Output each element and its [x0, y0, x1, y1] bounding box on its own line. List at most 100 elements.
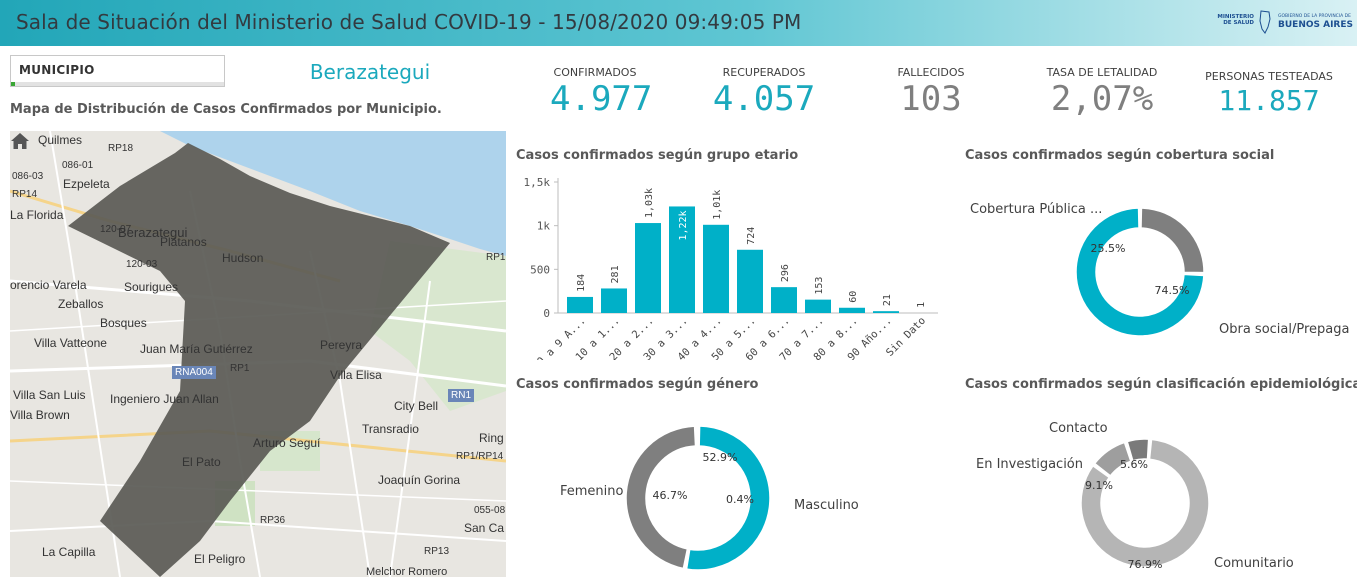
- kpi-recuperados: RECUPERADOS 4.057: [712, 66, 816, 119]
- bar: [805, 299, 831, 313]
- bar-value-label: 1,01k: [712, 190, 723, 220]
- map-road: RP36: [260, 515, 286, 526]
- header-bar: Sala de Situación del Ministerio de Salu…: [0, 0, 1357, 46]
- kpi-personas-testeadas: PERSONAS TESTEADAS 11.857: [1204, 70, 1334, 119]
- map-title: Mapa de Distribución de Casos Confirmado…: [10, 102, 442, 117]
- gender-legend-masculino: Masculino: [794, 498, 859, 513]
- map-place: 086-03: [12, 171, 44, 182]
- map-place: Juan María Gutiérrez: [140, 342, 253, 356]
- bar: [703, 224, 729, 313]
- kpi-label: CONFIRMADOS: [553, 66, 637, 79]
- bar-value-label: 184: [576, 274, 587, 292]
- kpi-value: 4.057: [712, 79, 816, 119]
- bar: [635, 223, 661, 313]
- kpi-value: 2,07%: [1050, 79, 1154, 119]
- kpi-fallecidos: FALLECIDOS 103: [886, 66, 976, 119]
- donut-slice: [1093, 441, 1132, 477]
- river-water: [160, 131, 506, 256]
- donut-slice: [625, 425, 697, 570]
- bar-value-label: 21: [882, 294, 893, 306]
- map-place: 086-01: [62, 160, 94, 171]
- map-place: RP14: [12, 189, 38, 200]
- selected-municipio-overlay[interactable]: [68, 143, 450, 577]
- bar: [873, 311, 899, 313]
- map-place: Arturo Seguí: [253, 436, 321, 450]
- donut-percent-label: 5.6%: [1120, 458, 1148, 471]
- donut-slice: [1075, 207, 1205, 337]
- filter-selection-bar: [11, 82, 224, 86]
- y-tick-label: 1,5k: [524, 176, 551, 189]
- map-place: City Bell: [394, 399, 439, 413]
- map-place: Hudson: [222, 251, 264, 265]
- map-place: orencio Varela: [10, 278, 87, 292]
- map-place: Quilmes: [38, 133, 83, 147]
- province-map-icon: [1259, 10, 1271, 34]
- map-place: El Pato: [182, 455, 221, 469]
- ministry-logo: MINISTERIO DE SALUD GOBIERNO DE LA PROVI…: [1208, 6, 1353, 38]
- page-title: Sala de Situación del Ministerio de Salu…: [16, 10, 802, 34]
- donut-slice: [1140, 207, 1205, 274]
- bar: [669, 206, 695, 313]
- kpi-tasa-letalidad: TASA DE LETALIDAD 2,07%: [1040, 66, 1164, 119]
- map-place: San Ca: [464, 521, 505, 535]
- donut-percent-label: 46.7%: [653, 489, 688, 502]
- map-place: Transradio: [362, 422, 419, 436]
- route-shield: RN1: [448, 389, 475, 402]
- municipio-filter[interactable]: MUNICIPIO: [10, 55, 225, 87]
- gender-donut-chart[interactable]: 52.9% 46.7% 0.4%: [620, 418, 790, 577]
- bar-value-label: 296: [780, 264, 791, 282]
- logo-ministerio-text: MINISTERIO DE SALUD: [1217, 14, 1254, 26]
- donut-slice: [1080, 438, 1210, 568]
- home-icon[interactable]: [10, 131, 30, 151]
- bar-value-label: 1,03k: [644, 188, 655, 218]
- kpi-label: FALLECIDOS: [897, 66, 965, 79]
- y-tick-label: 1k: [537, 220, 551, 233]
- bar-value-label: 60: [848, 291, 859, 303]
- epi-chart-title: Casos confirmados según clasificación ep…: [965, 377, 1357, 392]
- y-tick-label: 500: [530, 263, 550, 276]
- epi-legend-comunitario: Comunitario: [1214, 556, 1294, 571]
- coverage-legend-publica: Cobertura Pública ...: [970, 202, 1103, 217]
- map-base: [10, 131, 506, 577]
- donut-percent-label: 52.9%: [703, 451, 738, 464]
- map-place: 120-03: [126, 259, 158, 270]
- kpi-value: 11.857: [1218, 84, 1320, 117]
- map-place: Sourigues: [124, 280, 179, 294]
- gender-chart-title: Casos confirmados según género: [516, 377, 759, 392]
- donut-percent-label: 0.4%: [726, 493, 754, 506]
- map-place: Plátanos: [160, 235, 207, 249]
- map-place: La Florida: [10, 208, 64, 222]
- bar: [839, 307, 865, 313]
- epi-donut-chart[interactable]: 76.9% 9.1% 5.6%: [1070, 418, 1215, 577]
- map-place: Ezpeleta: [63, 177, 110, 191]
- municipio-filter-label: MUNICIPIO: [19, 63, 95, 77]
- map-place: Villa San Luis: [13, 388, 86, 402]
- epi-legend-contacto: Contacto: [1049, 421, 1108, 436]
- coverage-legend-obra-social: Obra social/Prepaga: [1219, 322, 1350, 337]
- kpi-confirmados: CONFIRMADOS 4.977: [550, 66, 652, 119]
- coverage-donut-chart[interactable]: 25.5% 74.5%: [1070, 187, 1210, 357]
- route-shield: RNA004: [172, 366, 216, 379]
- map-place: Villa Brown: [10, 408, 70, 422]
- donut-percent-label: 25.5%: [1091, 242, 1126, 255]
- bar: [737, 249, 763, 313]
- bar-value-label: 153: [814, 277, 825, 295]
- kpi-value: 103: [900, 79, 962, 119]
- municipio-map[interactable]: Quilmes RP18 086-01 086-03 Ezpeleta RP14…: [10, 131, 506, 577]
- logo-gba-small-text: GOBIERNO DE LA PROVINCIA DE: [1278, 14, 1351, 19]
- kpi-label: RECUPERADOS: [722, 66, 806, 79]
- kpi-label: TASA DE LETALIDAD: [1046, 66, 1158, 79]
- map-place: Berazategui: [118, 225, 188, 240]
- bar-value-label: 281: [610, 265, 621, 283]
- donut-percent-label: 9.1%: [1085, 479, 1113, 492]
- bar-value-label: 1: [916, 302, 927, 308]
- bar: [771, 287, 797, 313]
- map-place: Villa Vatteone: [34, 336, 107, 350]
- map-road: RP1/RP14: [456, 451, 504, 462]
- age-chart-title: Casos confirmados según grupo etario: [516, 148, 799, 163]
- map-place: Ingeniero Juan Allan: [110, 392, 219, 406]
- map-place: 055-08: [474, 505, 506, 516]
- bar-value-label: 724: [746, 227, 757, 245]
- kpi-label: PERSONAS TESTEADAS: [1205, 70, 1333, 83]
